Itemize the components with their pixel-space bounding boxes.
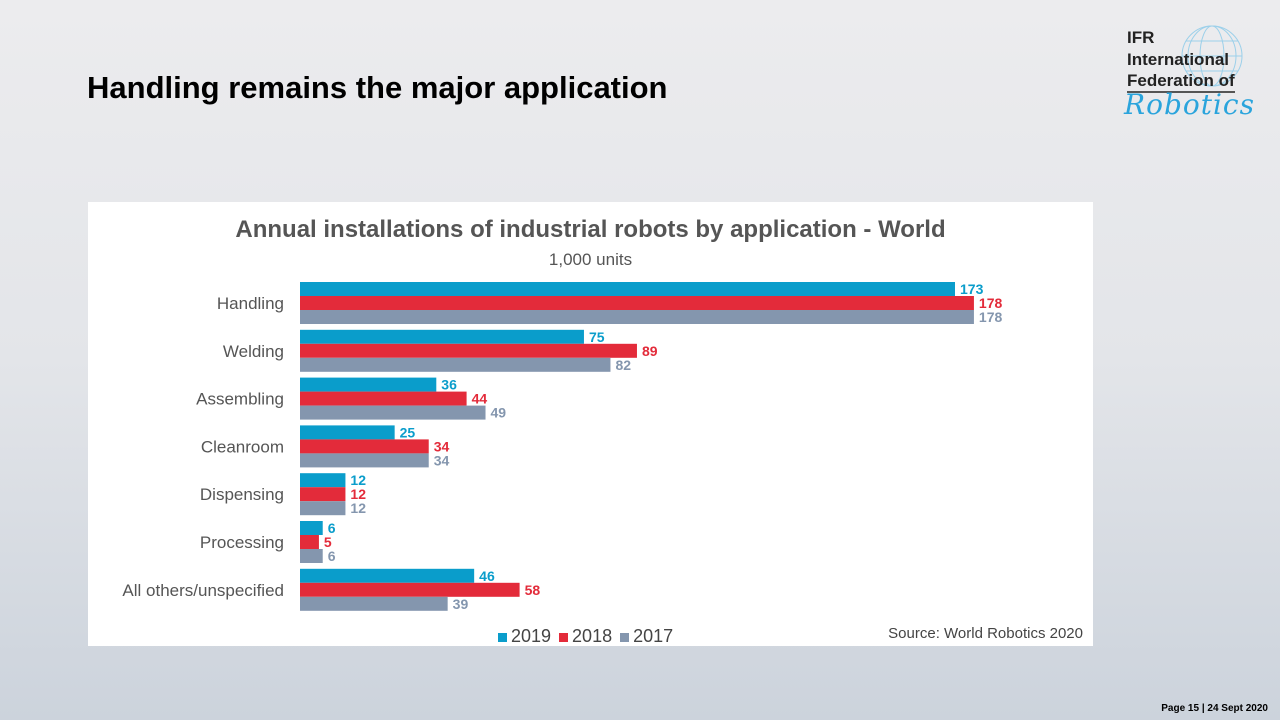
bar-2019 [300,521,323,535]
data-label: 34 [434,438,450,454]
bar-2019 [300,473,346,488]
bar-2018 [300,343,637,358]
bar-2018 [300,391,467,406]
legend-item: 2017 [620,626,673,647]
data-label: 49 [491,405,507,421]
legend-swatch [620,633,630,642]
page-number: Page 15 | 24 Sept 2020 [1161,703,1268,714]
data-label: 178 [979,295,1003,311]
chart-source: Source: World Robotics 2020 [888,625,1083,642]
legend-label: 2019 [511,626,552,646]
data-label: 34 [434,452,450,468]
data-label: 12 [350,500,366,516]
legend-swatch [559,633,569,642]
logo-script: Robotics [1124,88,1255,121]
logo-line: International [1127,50,1230,69]
category-label: Processing [200,533,284,552]
category-label: Handling [217,294,284,313]
data-label: 173 [960,281,984,297]
category-label: Cleanroom [201,437,284,456]
bar-2019 [300,282,955,296]
bar-2018 [300,582,520,597]
bar-2017 [300,357,611,372]
data-label: 75 [589,329,605,345]
data-label: 178 [979,309,1003,325]
logo-line: IFR [1127,28,1155,47]
data-label: 82 [615,357,631,373]
data-label: 44 [472,391,488,407]
legend-item: 2019 [498,626,551,647]
bar-2017 [300,596,448,611]
bar-2017 [300,405,486,420]
chart-subtitle: 1,000 units [548,250,633,269]
data-label: 12 [350,486,366,502]
data-label: 39 [453,596,469,612]
category-label: Welding [223,342,284,361]
legend-item: 2018 [559,626,612,647]
bar-2017 [300,549,323,563]
category-label: Dispensing [200,485,284,504]
globe-icon [1181,25,1243,87]
bar-2017 [300,501,346,516]
bar-2018 [300,296,974,310]
logo-line: Federation of [1127,71,1235,93]
bar-2018 [300,439,429,454]
data-label: 89 [642,343,658,359]
category-label: Assembling [196,390,284,409]
data-label: 46 [479,568,495,584]
bar-2019 [300,329,584,344]
bar-2017 [300,310,974,324]
category-label: All others/unspecified [122,581,284,600]
legend: 2019 2018 2017 [498,626,673,647]
data-label: 6 [328,548,336,564]
ifr-logo: IFR International Federation of Robotics [1122,25,1262,121]
legend-label: 2018 [572,626,613,646]
chart-title: Annual installations of industrial robot… [235,216,946,243]
bar-2019 [300,377,437,392]
data-label: 58 [525,582,541,598]
chart-panel: Annual installations of industrial robot… [88,202,1093,646]
data-label: 36 [441,377,457,393]
legend-swatch [498,633,507,642]
data-label: 6 [328,520,336,536]
bar-2019 [300,425,395,440]
bar-2017 [300,453,429,468]
data-label: 12 [350,472,366,488]
slide-title: Handling remains the major application [87,70,668,105]
bar-2018 [300,487,346,502]
bar-2019 [300,568,475,583]
bar-chart: Handling173178178Welding758982Assembling… [122,281,1003,612]
data-label: 5 [324,534,332,550]
legend-label: 2017 [633,626,674,646]
bar-2018 [300,535,319,549]
data-label: 25 [400,424,416,440]
